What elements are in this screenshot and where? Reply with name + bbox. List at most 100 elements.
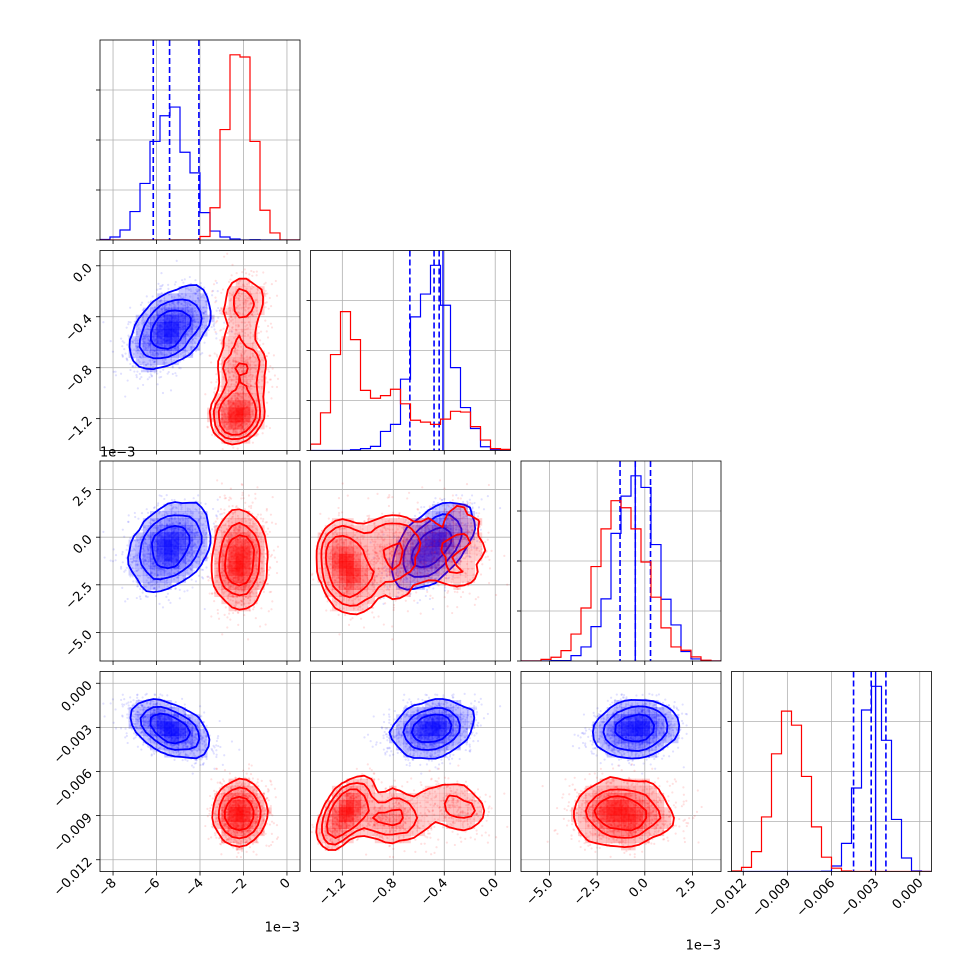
sample-point <box>185 562 188 565</box>
sample-point <box>264 319 267 322</box>
density-cell <box>235 421 244 430</box>
sample-point <box>232 359 235 362</box>
sample-point <box>126 597 129 601</box>
sample-point <box>175 506 178 510</box>
sample-point <box>241 369 244 372</box>
sample-point <box>244 309 247 312</box>
contour-level-2 <box>150 309 192 350</box>
sample-point <box>223 497 226 500</box>
sample-point <box>146 334 150 338</box>
sample-point <box>257 381 260 384</box>
sample-point <box>167 283 170 286</box>
sample-point <box>202 311 205 315</box>
sample-point <box>251 377 254 380</box>
sample-point <box>235 296 238 299</box>
sample-point <box>213 391 216 394</box>
sample-point <box>160 495 163 498</box>
sample-point <box>271 385 274 388</box>
sample-point <box>202 532 205 535</box>
sample-point <box>239 359 243 362</box>
sample-point <box>153 572 156 575</box>
sample-point <box>229 310 232 313</box>
sample-point <box>141 353 144 356</box>
sample-point <box>243 297 246 300</box>
sample-point <box>242 390 245 394</box>
sample-point <box>153 587 156 590</box>
sample-point <box>236 391 239 394</box>
sample-point <box>172 305 176 308</box>
sample-point <box>137 568 140 571</box>
sample-point <box>242 303 246 306</box>
sample-point <box>197 540 200 543</box>
density-cell <box>171 532 179 540</box>
sample-point <box>245 374 248 377</box>
sample-point <box>137 517 140 520</box>
sample-point <box>260 387 263 390</box>
sample-point <box>147 560 150 564</box>
sample-point <box>251 374 255 377</box>
sample-point <box>235 377 238 380</box>
sample-point <box>142 345 145 348</box>
sample-point <box>183 498 186 501</box>
sample-point <box>218 362 221 366</box>
sample-point <box>238 280 241 283</box>
sample-point <box>147 535 150 538</box>
sample-point <box>130 340 134 343</box>
sample-point <box>252 366 255 370</box>
sample-point <box>256 416 259 419</box>
sample-point <box>248 356 252 359</box>
sample-point <box>197 562 200 565</box>
sample-point <box>270 326 274 329</box>
sample-point <box>166 512 169 515</box>
density-cell <box>250 379 258 387</box>
sample-point <box>133 511 136 515</box>
sample-point <box>241 386 244 389</box>
density-cell <box>185 343 194 351</box>
sample-point <box>129 368 132 372</box>
density-cell <box>250 336 258 344</box>
sample-point <box>234 347 237 351</box>
sample-point <box>219 306 223 309</box>
panels <box>96 39 932 876</box>
density-cell <box>228 393 237 401</box>
sample-point <box>180 279 184 282</box>
sample-point <box>178 588 181 591</box>
sample-point <box>201 323 204 326</box>
sample-point <box>189 329 192 332</box>
density-cell <box>250 364 258 373</box>
sample-point <box>178 597 181 600</box>
contour-level-1 <box>212 288 261 441</box>
sample-point <box>131 575 134 578</box>
sample-point <box>147 549 150 553</box>
sample-point <box>249 385 253 388</box>
density-cell <box>171 539 179 548</box>
sample-point <box>226 384 229 387</box>
sample-point <box>141 342 144 346</box>
sample-point <box>184 336 187 339</box>
sample-point <box>166 372 169 375</box>
density-cell <box>242 336 251 344</box>
sample-point <box>252 354 255 358</box>
sample-point <box>177 294 180 297</box>
sample-point <box>244 298 248 302</box>
sample-point <box>156 383 159 386</box>
sample-point <box>145 562 149 565</box>
sample-point <box>267 610 270 613</box>
sample-point <box>228 376 231 379</box>
sample-point <box>146 327 150 331</box>
sample-point <box>272 549 275 552</box>
sample-point <box>250 287 253 290</box>
sample-point <box>188 528 192 531</box>
sample-point <box>235 397 239 400</box>
sample-point <box>193 549 197 552</box>
sample-point <box>259 419 263 423</box>
sample-point <box>250 367 253 370</box>
sample-point <box>241 365 245 368</box>
density-cell <box>228 350 237 358</box>
sample-point <box>238 299 241 302</box>
density-cell <box>142 307 151 316</box>
sample-point <box>214 296 217 299</box>
density-cell <box>142 575 151 583</box>
sample-point <box>211 507 215 511</box>
density-cell <box>250 343 258 351</box>
